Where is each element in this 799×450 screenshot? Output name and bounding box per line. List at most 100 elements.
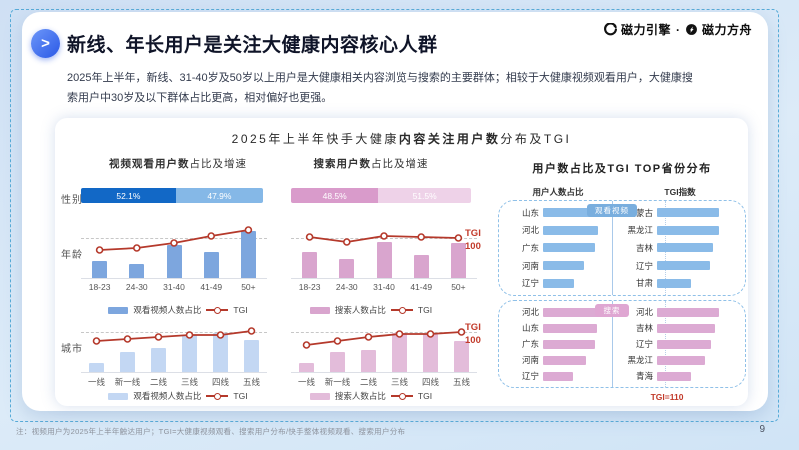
bar-31-40 bbox=[166, 245, 182, 278]
legend-bar-swatch bbox=[309, 306, 330, 314]
province-bar bbox=[543, 225, 598, 235]
tgi-point bbox=[123, 335, 132, 343]
video-tgi-province-list: 内蒙古 黑龙江 吉林 辽宁 甘肃 bbox=[617, 204, 745, 292]
column-header-tgi: TGI指数 bbox=[664, 187, 696, 197]
video-section-header: 视频观看用户数占比及增速 bbox=[83, 156, 273, 171]
tgi-110-note: TGI=110 bbox=[650, 392, 684, 402]
x-tick-label: 五线 bbox=[452, 377, 470, 387]
province-label: 河北 bbox=[521, 225, 539, 236]
slide-dashed-border bbox=[10, 9, 779, 422]
video-badge: 观看视频 bbox=[587, 204, 637, 217]
province-bar bbox=[657, 355, 705, 365]
bar-18-23 bbox=[92, 261, 108, 278]
x-tick-label: 18-23 bbox=[298, 282, 321, 292]
province-label: 内蒙古 bbox=[627, 207, 653, 218]
province-panel-title: 用户数占比及TGI TOP省份分布 bbox=[532, 163, 712, 175]
tgi-point bbox=[454, 234, 463, 242]
brand-separator: · bbox=[675, 22, 680, 37]
bar-二线 bbox=[151, 348, 166, 372]
x-tick-label: 四线 bbox=[211, 377, 229, 387]
bar-新一线 bbox=[330, 352, 345, 372]
combo-plot bbox=[291, 220, 477, 279]
brand-name-engine: 磁力引擎 bbox=[620, 23, 671, 37]
province-bar bbox=[543, 243, 595, 253]
divider-line bbox=[612, 201, 613, 295]
tgi-point bbox=[216, 331, 225, 339]
tgi-100-gridline bbox=[81, 238, 267, 239]
bar-五线 bbox=[244, 340, 259, 372]
content-card: 磁力引擎 · 磁力方舟 > 新线、年长用户是关注大健康内容核心人群 2025年上… bbox=[22, 12, 768, 411]
legend-video-city: 观看视频人数占比 TGI bbox=[78, 390, 278, 402]
x-tick-label: 41-49 bbox=[410, 282, 433, 292]
legend-bar-swatch bbox=[108, 392, 129, 400]
province-label: 辽宁 bbox=[521, 278, 539, 289]
province-bar bbox=[657, 278, 691, 288]
province-row: 广东 bbox=[503, 242, 609, 254]
province-row: 黑龙江 bbox=[617, 224, 745, 236]
province-row: 辽宁 bbox=[617, 260, 745, 272]
page-number: 9 bbox=[759, 424, 765, 435]
tgi-100-reference-label-city: TGI 100 bbox=[465, 322, 481, 348]
province-row: 辽宁 bbox=[503, 370, 609, 382]
x-tick-label: 三线 bbox=[180, 377, 198, 387]
province-bar bbox=[657, 208, 719, 218]
province-row: 吉林 bbox=[617, 242, 745, 254]
province-bar bbox=[543, 307, 599, 317]
tgi-point bbox=[395, 330, 404, 338]
combo-plot bbox=[81, 314, 267, 373]
bar-三线 bbox=[182, 335, 197, 372]
legend-search-city: 搜索人数占比 TGI bbox=[271, 390, 471, 402]
tgi-line-marker-icon bbox=[390, 392, 413, 400]
province-bar bbox=[543, 208, 599, 218]
province-label: 河北 bbox=[635, 307, 653, 317]
tgi-point bbox=[132, 244, 141, 252]
x-axis-labels: 一线 新一线 二线 三线 四线 五线 bbox=[291, 376, 477, 388]
legend-bar-label: 观看视频人数占比 bbox=[133, 305, 202, 315]
tgi-ref-line2: 100 bbox=[465, 240, 481, 252]
combo-plot bbox=[81, 220, 267, 279]
x-tick-label: 41-49 bbox=[200, 282, 223, 292]
video-share-province-list: 山东 河北 广东 河南 辽宁 bbox=[503, 204, 609, 292]
tgi-point bbox=[305, 233, 314, 241]
tgi-point bbox=[154, 333, 163, 341]
gender-share-segment: 52.1% bbox=[81, 188, 176, 203]
tgi-line-marker-icon bbox=[206, 306, 229, 314]
province-row: 吉林 bbox=[617, 322, 745, 334]
province-row: 辽宁 bbox=[617, 338, 745, 350]
video-section-header-strong: 视频观看用户数 bbox=[109, 158, 190, 170]
province-row: 内蒙古 bbox=[617, 207, 745, 219]
province-bar bbox=[543, 371, 573, 381]
province-bar bbox=[657, 323, 715, 333]
province-label: 辽宁 bbox=[521, 371, 539, 381]
chevron-right-icon: > bbox=[31, 29, 60, 58]
x-tick-label: 四线 bbox=[421, 377, 439, 387]
province-label: 黑龙江 bbox=[627, 225, 653, 236]
province-row: 黑龙江 bbox=[617, 354, 745, 366]
province-bar bbox=[543, 355, 586, 365]
search-section-header-strong: 搜索用户数 bbox=[313, 158, 371, 170]
x-tick-label: 31-40 bbox=[373, 282, 395, 292]
city-search-chart: 一线 新一线 二线 三线 四线 五线 bbox=[291, 314, 477, 388]
province-bar bbox=[657, 225, 719, 235]
province-row: 广东 bbox=[503, 338, 609, 350]
age-search-chart: 18-23 24-30 31-40 41-49 50+ bbox=[291, 220, 477, 292]
tgi-point bbox=[92, 337, 101, 345]
x-axis-labels: 18-23 24-30 31-40 41-49 50+ bbox=[291, 282, 477, 292]
tgi-point bbox=[380, 232, 388, 240]
tgi-line-marker-icon bbox=[206, 392, 229, 400]
page-subtitle: 2025年上半年，新线、31-40岁及50岁以上用户是大健康相关内容浏览与搜索的… bbox=[67, 72, 693, 105]
search-share-province-list: 河北 山东 广东 河南 辽宁 bbox=[503, 304, 609, 384]
legend-bar-label: 观看视频人数占比 bbox=[133, 391, 202, 401]
row-label-city: 城市 bbox=[61, 344, 83, 355]
tgi-100-gridline bbox=[291, 332, 477, 333]
tgi-line bbox=[302, 328, 466, 349]
brand-logos: 磁力引擎 · 磁力方舟 bbox=[604, 21, 752, 38]
province-label: 广东 bbox=[521, 242, 539, 253]
bar-50+ bbox=[450, 243, 466, 278]
row-label-age: 年龄 bbox=[61, 250, 83, 261]
x-tick-label: 50+ bbox=[241, 282, 256, 292]
cili-engine-logo-icon bbox=[604, 23, 617, 36]
legend-tgi-label: TGI bbox=[417, 391, 433, 401]
tgi-line bbox=[95, 226, 253, 254]
cili-ark-logo-icon bbox=[686, 24, 697, 35]
